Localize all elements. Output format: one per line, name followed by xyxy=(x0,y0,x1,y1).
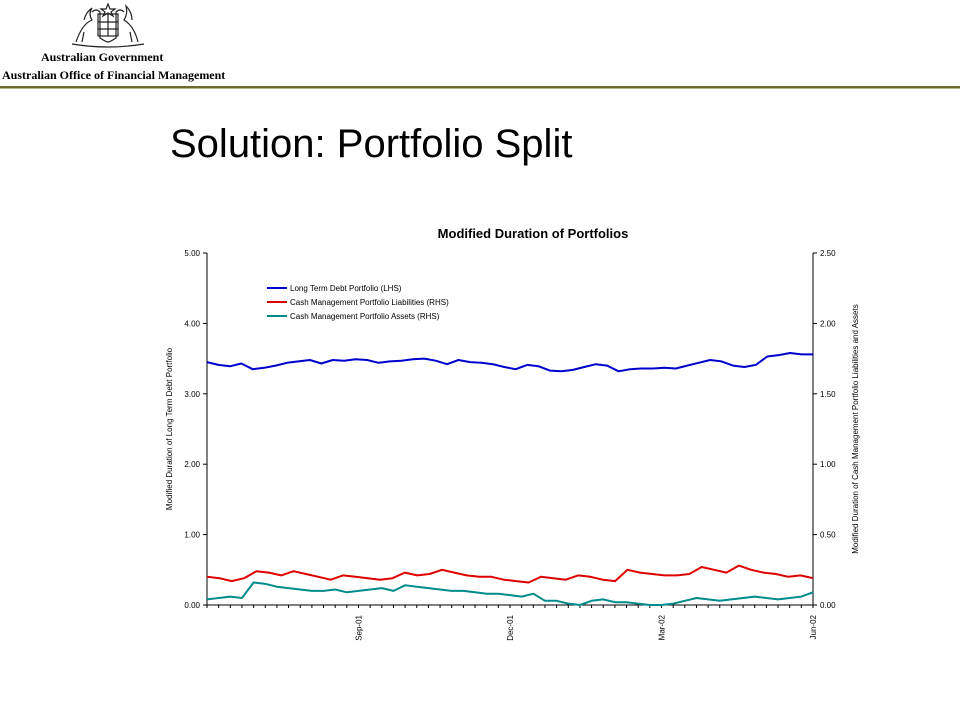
right-tick-label: 0.00 xyxy=(820,601,836,610)
series-line-1 xyxy=(206,352,813,373)
x-tick-label: Sep-01 xyxy=(355,614,364,640)
series-line-3 xyxy=(206,581,814,606)
legend-label-1: Long Term Debt Portfolio (LHS) xyxy=(290,284,402,293)
x-tick-label: Jun-02 xyxy=(809,614,818,639)
right-axis-title: Modified Duration of Cash Management Por… xyxy=(851,304,860,553)
government-name: Australian Government xyxy=(41,50,164,64)
office-name: Australian Office of Financial Managemen… xyxy=(2,68,226,82)
left-tick-label: 3.00 xyxy=(184,390,200,399)
left-tick-label: 1.00 xyxy=(184,531,200,540)
left-tick-label: 4.00 xyxy=(184,319,200,328)
right-tick-label: 2.00 xyxy=(820,319,836,328)
header-banner: Australian Government Australian Office … xyxy=(0,0,960,90)
x-tick-label: Dec-01 xyxy=(506,614,515,640)
chart-legend: Long Term Debt Portfolio (LHS) Cash Manag… xyxy=(267,284,449,321)
right-tick-label: 1.00 xyxy=(820,460,836,469)
axis-ticks: 0.00 1.00 2.00 3.00 4.00 5.00 0.00 0.50 1.00 1.50… xyxy=(165,249,860,641)
series-line-2 xyxy=(206,564,814,584)
series-lines xyxy=(206,352,814,606)
legend-label-2: Cash Management Portfolio Liabilities (R… xyxy=(290,298,449,307)
left-tick-label: 0.00 xyxy=(184,601,200,610)
left-tick-label: 5.00 xyxy=(184,249,200,258)
left-axis-title: Modified Duration of Long Term Debt Port… xyxy=(165,347,174,510)
header-divider-shadow xyxy=(0,88,960,89)
left-tick-label: 2.00 xyxy=(184,460,200,469)
legend-label-3: Cash Management Portfolio Assets (RHS) xyxy=(290,312,440,321)
right-tick-label: 2.50 xyxy=(820,249,836,258)
right-tick-label: 0.50 xyxy=(820,531,836,540)
header-divider xyxy=(0,86,960,88)
chart-title: Modified Duration of Portfolios xyxy=(438,226,629,241)
slide-title: Solution: Portfolio Split xyxy=(170,122,573,166)
duration-line-chart: Modified Duration of Portfolios 0.00 1.00… xyxy=(165,226,860,641)
coat-of-arms-icon xyxy=(71,2,145,48)
x-tick-label: Mar-02 xyxy=(658,614,667,640)
right-tick-label: 1.50 xyxy=(820,390,836,399)
